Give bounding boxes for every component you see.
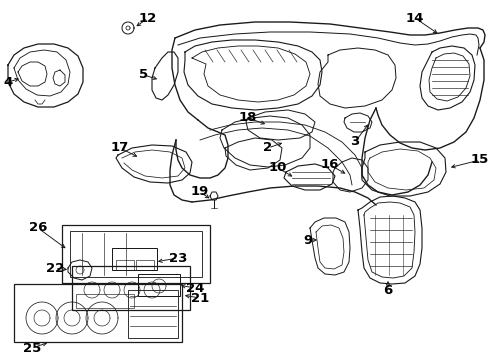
- Text: 14: 14: [405, 12, 423, 24]
- Bar: [14, 284, 182, 342]
- Bar: [128, 290, 178, 338]
- Text: 21: 21: [190, 292, 209, 305]
- Text: 19: 19: [190, 185, 209, 198]
- Text: 15: 15: [470, 153, 488, 166]
- Text: 6: 6: [383, 284, 392, 297]
- Text: 26: 26: [29, 221, 47, 234]
- Text: 23: 23: [168, 252, 187, 265]
- Text: 18: 18: [238, 112, 257, 125]
- Text: 2: 2: [263, 141, 272, 154]
- Text: 17: 17: [111, 141, 129, 154]
- Text: 22: 22: [46, 261, 64, 274]
- Text: 5: 5: [139, 68, 148, 81]
- Text: 12: 12: [139, 12, 157, 24]
- Bar: [138, 274, 180, 296]
- Text: 10: 10: [268, 162, 286, 175]
- Text: 3: 3: [350, 135, 359, 148]
- Bar: [116, 260, 134, 270]
- Text: 16: 16: [320, 158, 339, 171]
- Text: 24: 24: [185, 282, 204, 294]
- Text: 4: 4: [3, 76, 13, 89]
- Bar: [112, 248, 157, 270]
- Bar: [70, 231, 202, 277]
- Text: 25: 25: [23, 342, 41, 355]
- Bar: [76, 294, 134, 308]
- Text: 9: 9: [303, 234, 312, 247]
- Bar: [136, 260, 154, 270]
- Bar: [72, 266, 190, 310]
- Bar: [62, 225, 209, 283]
